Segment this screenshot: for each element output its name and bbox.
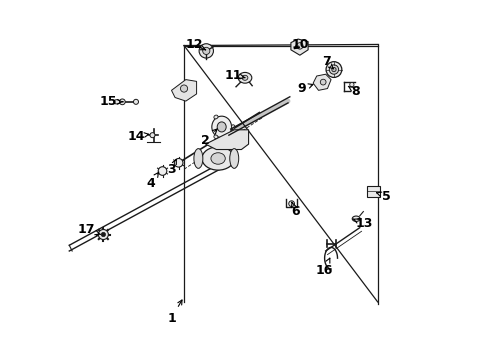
- Ellipse shape: [217, 122, 226, 132]
- Text: 17: 17: [78, 223, 100, 236]
- Text: 14: 14: [127, 130, 149, 143]
- Ellipse shape: [98, 229, 108, 239]
- Text: 8: 8: [348, 85, 360, 98]
- Ellipse shape: [242, 75, 248, 80]
- Text: 13: 13: [353, 217, 373, 230]
- Ellipse shape: [203, 47, 210, 54]
- Text: 7: 7: [321, 55, 333, 69]
- Text: 9: 9: [297, 82, 313, 95]
- Ellipse shape: [202, 147, 234, 170]
- Text: 1: 1: [167, 300, 182, 325]
- Text: 12: 12: [185, 38, 206, 51]
- Ellipse shape: [296, 42, 303, 49]
- Text: 16: 16: [315, 258, 333, 277]
- Text: 6: 6: [291, 202, 299, 218]
- Ellipse shape: [180, 85, 188, 92]
- Text: 2: 2: [201, 129, 217, 147]
- Ellipse shape: [120, 99, 125, 105]
- Ellipse shape: [174, 158, 183, 167]
- Ellipse shape: [329, 65, 339, 74]
- Polygon shape: [205, 130, 248, 149]
- Ellipse shape: [350, 82, 354, 87]
- Ellipse shape: [114, 100, 120, 104]
- Ellipse shape: [133, 99, 139, 104]
- Ellipse shape: [158, 167, 167, 175]
- Ellipse shape: [326, 62, 342, 77]
- Ellipse shape: [289, 201, 294, 207]
- Text: 15: 15: [100, 95, 123, 108]
- Ellipse shape: [199, 44, 214, 58]
- FancyBboxPatch shape: [367, 186, 380, 197]
- Text: 10: 10: [292, 38, 309, 51]
- Text: 11: 11: [225, 69, 245, 82]
- Ellipse shape: [320, 79, 326, 85]
- Polygon shape: [313, 74, 331, 90]
- Text: 5: 5: [376, 190, 391, 203]
- Ellipse shape: [230, 149, 239, 168]
- Ellipse shape: [101, 232, 105, 237]
- Ellipse shape: [238, 72, 252, 83]
- Text: 4: 4: [147, 172, 159, 190]
- Ellipse shape: [352, 216, 360, 221]
- Polygon shape: [291, 39, 308, 55]
- Polygon shape: [172, 80, 196, 101]
- Ellipse shape: [231, 125, 235, 129]
- Ellipse shape: [214, 115, 218, 119]
- Ellipse shape: [211, 153, 225, 164]
- Ellipse shape: [194, 149, 203, 168]
- Text: 3: 3: [167, 159, 176, 176]
- Ellipse shape: [150, 133, 155, 138]
- Ellipse shape: [212, 116, 232, 138]
- Ellipse shape: [332, 67, 336, 72]
- Ellipse shape: [214, 135, 218, 139]
